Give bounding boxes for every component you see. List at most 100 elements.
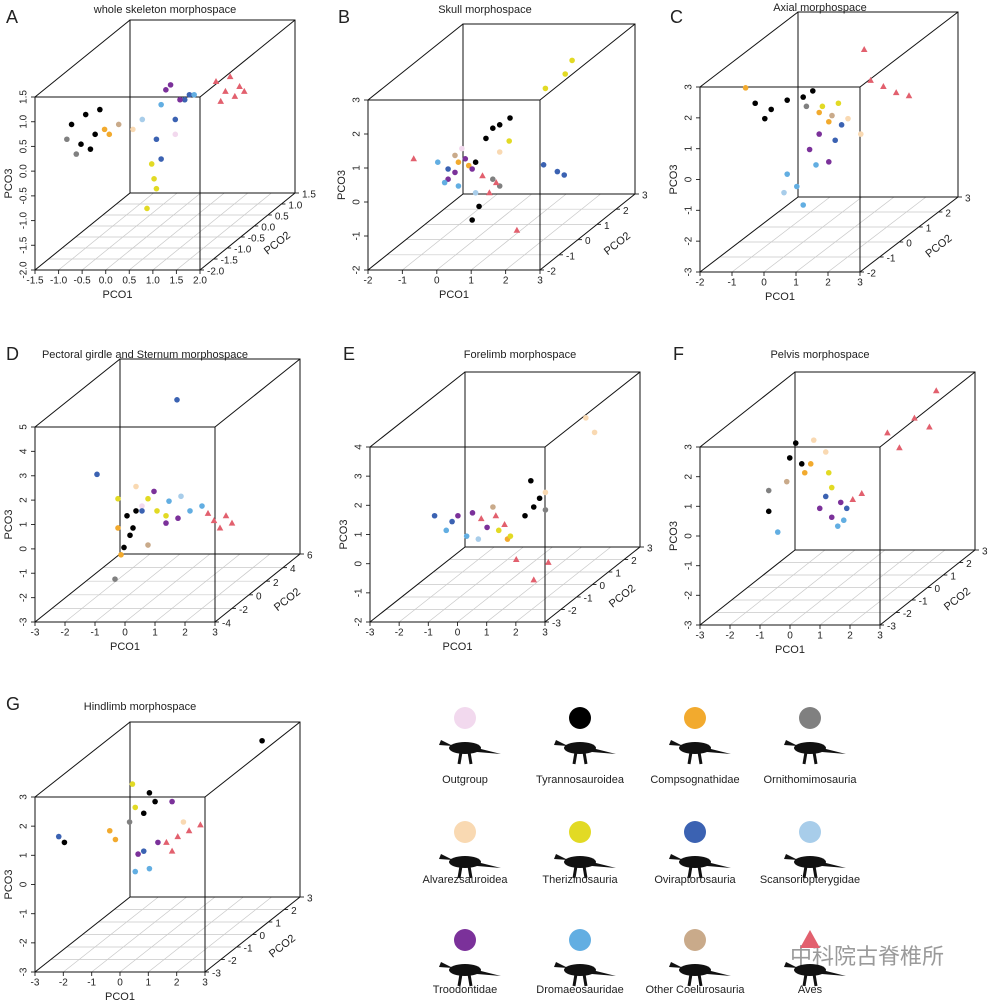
x-tick-label: -1.0 [50,276,68,287]
z-tick-label: 5 [19,424,30,430]
data-point [92,131,98,138]
data-point [163,87,169,93]
z-axis-label: PCO3 [3,870,15,900]
z-tick-label: 1 [19,852,30,858]
data-point [843,505,850,512]
y-tick-label: 0 [585,236,591,247]
legend-marker [569,821,591,843]
data-point [810,437,817,443]
box-back [119,358,301,555]
z-tick-label: 0 [352,199,363,205]
y-tick-label: 0 [256,591,262,602]
box-edge [859,196,959,273]
x-tick-label: 1 [484,628,490,639]
y-tick-label: 2 [945,209,951,220]
data-point [801,469,808,476]
data-point [64,136,70,143]
data-point [455,512,461,519]
data-point [798,461,805,467]
data-point [905,92,913,99]
x-tick-label: -1 [756,631,765,642]
data-point [78,141,84,147]
box-edge [879,549,976,626]
x-tick-label: 0 [122,628,128,639]
data-point [462,156,469,162]
data-point [562,71,569,77]
panel-title: Pectoral girdle and Sternum morphospace [42,349,248,361]
grid-line [402,193,498,271]
y-tick-label: -1.5 [221,256,239,267]
data-point [180,819,187,825]
box-edge [34,553,121,623]
legend-marker [569,929,591,951]
x-tick-label: 1 [146,978,152,989]
box-edge [539,193,636,271]
data-point [452,152,458,159]
box-edge [214,358,301,428]
z-tick-label: -1 [19,568,30,577]
data-point [792,440,799,446]
silhouette [467,973,473,987]
x-tick-label: 3 [202,978,208,989]
data-point [826,118,832,125]
y-axis-label: PCO2 [262,229,293,257]
x-tick-label: -1 [87,978,96,989]
z-tick-label: 0 [684,533,695,539]
z-axis-label: PCO3 [338,520,350,550]
y-tick-label: 4 [290,564,296,575]
data-point [87,146,94,152]
data-point [463,533,470,539]
silhouette [554,854,616,868]
x-tick-label: -2 [696,278,705,289]
x-tick-label: -3 [696,631,705,642]
box-edge [369,371,466,448]
silhouette [802,973,808,987]
silhouette [449,856,481,868]
silhouette [794,742,826,754]
data-point [146,865,153,872]
z-tick-label: 0 [19,546,30,552]
data-point [486,189,493,196]
y-tick-label: 1.5 [302,190,316,201]
data-point [794,183,800,190]
data-point [522,512,528,519]
data-point [168,847,176,854]
box-edge [367,193,464,271]
data-point [172,131,179,138]
data-point [490,176,496,182]
data-point [752,100,758,107]
silhouette [697,865,703,879]
data-point [528,477,534,484]
x-tick-label: -2 [395,628,404,639]
y-tick-label: -1 [919,597,928,608]
legend-label: Troodontidae [433,984,497,996]
x-axis-label: PCO1 [765,291,795,303]
y-tick-label: -2 [228,956,237,967]
data-point [126,819,133,825]
data-point [490,504,496,510]
y-tick-label: -3 [887,622,896,633]
data-point [174,833,182,840]
data-point [530,504,537,510]
x-axis-label: PCO1 [439,289,469,301]
silhouette [457,973,463,987]
x-tick-label: 0 [434,276,440,287]
data-point [803,103,810,110]
y-tick-label: 3 [642,191,648,202]
panel-title: Hindlimb morphospace [84,701,197,713]
z-tick-label: 4 [19,448,30,454]
box-edge [367,23,464,101]
x-tick-label: 1 [152,628,158,639]
box-edge [34,192,131,271]
z-tick-label: 3 [352,97,363,103]
x-tick-label: 2 [513,628,519,639]
z-tick-label: 3 [684,444,695,450]
data-point [449,518,455,525]
data-point [55,833,62,840]
x-tick-label: 1.0 [146,276,160,287]
y-tick-label: 1 [950,572,956,583]
z-axis-label: PCO3 [668,521,680,551]
data-point [145,542,151,548]
box-edge [539,23,636,101]
legend-label: Ornithomimosauria [764,774,858,786]
